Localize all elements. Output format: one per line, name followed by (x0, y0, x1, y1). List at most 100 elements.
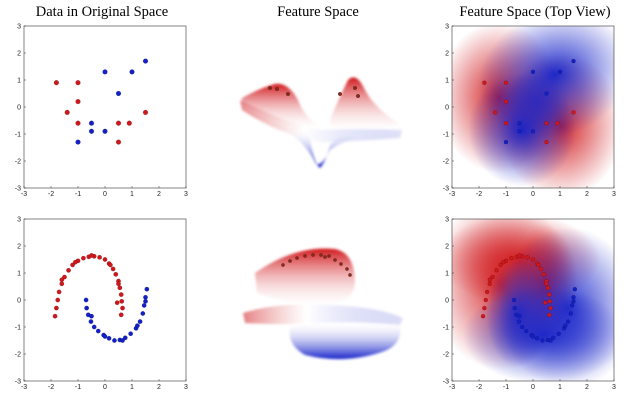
surface2-point (327, 254, 331, 258)
scatter2-x-tick-label: -3 (21, 384, 27, 391)
heat2-heat-blob (485, 259, 551, 368)
scatter1-point-series-0 (142, 109, 149, 116)
surface1-point (268, 86, 272, 90)
heat2-point-series-0 (530, 257, 536, 262)
scatter1-y-tick-label: -2 (15, 159, 21, 166)
scatter1-x-tick-label: -3 (21, 191, 27, 198)
scatter1-point-series-1 (102, 69, 108, 75)
title-top-view: Feature Space (Top View) (459, 4, 611, 20)
surface2-point (288, 259, 292, 263)
scatter2-point-series-0 (110, 266, 116, 272)
scatter1-x-tick-label: 3 (184, 191, 188, 198)
heat1-point-series-0 (493, 110, 498, 115)
heat1-point-series-0 (555, 120, 560, 126)
heat2-x-tick-label: -3 (449, 384, 455, 391)
scatter2-point-series-0 (114, 300, 120, 306)
title-feature-space: Feature Space (277, 4, 359, 20)
heat2-point-series-0 (547, 299, 552, 304)
heat1-x-tick-label: 2 (585, 191, 589, 198)
scatter2-point-series-0 (56, 289, 62, 295)
heat2-point-series-0 (487, 281, 492, 287)
scatter2-point-series-0 (102, 257, 108, 262)
scatter2-point-series-0 (54, 305, 59, 311)
heat1-y-tick-label: 0 (445, 105, 449, 112)
scatter2-y-tick-label: -3 (15, 379, 21, 386)
scatter1-x-tick-label: 1 (130, 191, 134, 198)
heat1-point-series-1 (544, 91, 549, 96)
scatter1-point-series-0 (126, 120, 132, 126)
heat1-y-tick-label: -3 (443, 186, 449, 193)
scatter2-point-series-0 (81, 255, 86, 261)
heat2-x-tick-label: -2 (476, 384, 482, 391)
heat2-point-series-0 (541, 272, 547, 277)
heat2-point-series-1 (530, 334, 536, 339)
heatmap-top-view-moons: -3 -2 -1 0 1 2 3 -3 -2 -1 0 1 2 3 (443, 217, 616, 392)
scatter-plot-xor: -3 -2 -1 0 1 2 3 -3 -2 -1 0 1 2 3 (15, 24, 188, 199)
heat2-point-series-1 (569, 303, 575, 308)
heat1-point-series-1 (557, 69, 563, 75)
scatter2-y-tick-label: -1 (15, 325, 21, 332)
scatter2-point-series-1 (91, 324, 97, 330)
heat2-point-series-0 (487, 277, 492, 282)
surface1-point (286, 92, 290, 96)
scatter1-point-series-1 (115, 90, 122, 97)
scatter1-point-series-1 (142, 58, 149, 64)
scatter1-point-series-0 (75, 120, 81, 126)
scatter2-point-series-1 (95, 328, 101, 334)
scatter2-x-tick-label: -2 (48, 384, 54, 391)
heat2-point-series-0 (517, 253, 522, 258)
heat1-y-tick-label: 2 (445, 51, 449, 58)
heat1-point-series-0 (503, 80, 509, 85)
heat2-point-series-0 (544, 281, 549, 287)
surface2-point (345, 267, 349, 271)
scatter2-point-series-1 (141, 303, 147, 308)
scatter2-point-series-1 (135, 323, 140, 329)
heat1-point-series-1 (503, 139, 509, 145)
scatter2-point-series-0 (70, 262, 75, 268)
scatter2-point-series-1 (88, 319, 94, 325)
surface2-blue-bowl (289, 323, 401, 360)
heat1-point-series-1 (517, 120, 522, 126)
heat2-point-series-1 (571, 295, 576, 300)
heat2-point-series-1 (571, 299, 576, 304)
scatter1-y-tick-label: 2 (17, 51, 21, 58)
heat1-point-series-0 (503, 120, 509, 126)
surface2-point (303, 254, 307, 258)
surface2-red-ridge (255, 248, 355, 306)
scatter2-point-series-1 (102, 334, 108, 339)
surface1-blue-dip (285, 131, 365, 168)
scatter2-point-series-0 (62, 274, 67, 280)
scatter2-y-tick-label: 1 (17, 271, 21, 278)
heat2-x-tick-label: 1 (558, 384, 562, 391)
scatter2-x-tick-label: -1 (75, 384, 81, 391)
heat1-point-series-1 (517, 129, 522, 134)
scatter2-y-tick-label: 2 (17, 244, 21, 251)
scatter2-point-series-0 (113, 271, 119, 277)
scatter2-point-series-1 (112, 338, 117, 343)
heat1-y-tick-label: -1 (443, 132, 449, 139)
scatter2-x-tick-label: 2 (157, 384, 161, 391)
scatter2-point-series-0 (97, 254, 103, 260)
heat1-x-tick-label: 0 (531, 191, 535, 198)
scatter1-point-series-0 (53, 80, 60, 86)
heat2-x-tick-label: 0 (531, 384, 535, 391)
scatter2-x-tick-label: 0 (103, 384, 107, 391)
heat2-point-series-0 (482, 305, 487, 311)
heat2-point-series-0 (546, 312, 552, 318)
scatter2-point-series-1 (137, 319, 143, 325)
heat2-y-tick-label: -1 (443, 325, 449, 332)
scatter2-axes-frame (23, 218, 187, 382)
scatter2-point-series-1 (83, 297, 89, 303)
heat2-point-series-1 (572, 286, 578, 292)
scatter2-point-series-1 (120, 338, 125, 343)
surface2-point (295, 256, 299, 260)
heat1-point-series-0 (482, 80, 487, 85)
heat2-point-series-1 (563, 323, 568, 328)
title-original-space: Data in Original Space (35, 4, 169, 20)
scatter1-x-tick-label: 2 (157, 191, 161, 198)
heat2-y-tick-label: 0 (445, 298, 449, 305)
scatter1-axes-frame (23, 25, 187, 189)
heat2-point-series-1 (534, 336, 540, 341)
heat1-x-tick-label: -2 (476, 191, 482, 198)
heat1-x-tick-label: -3 (449, 191, 455, 198)
